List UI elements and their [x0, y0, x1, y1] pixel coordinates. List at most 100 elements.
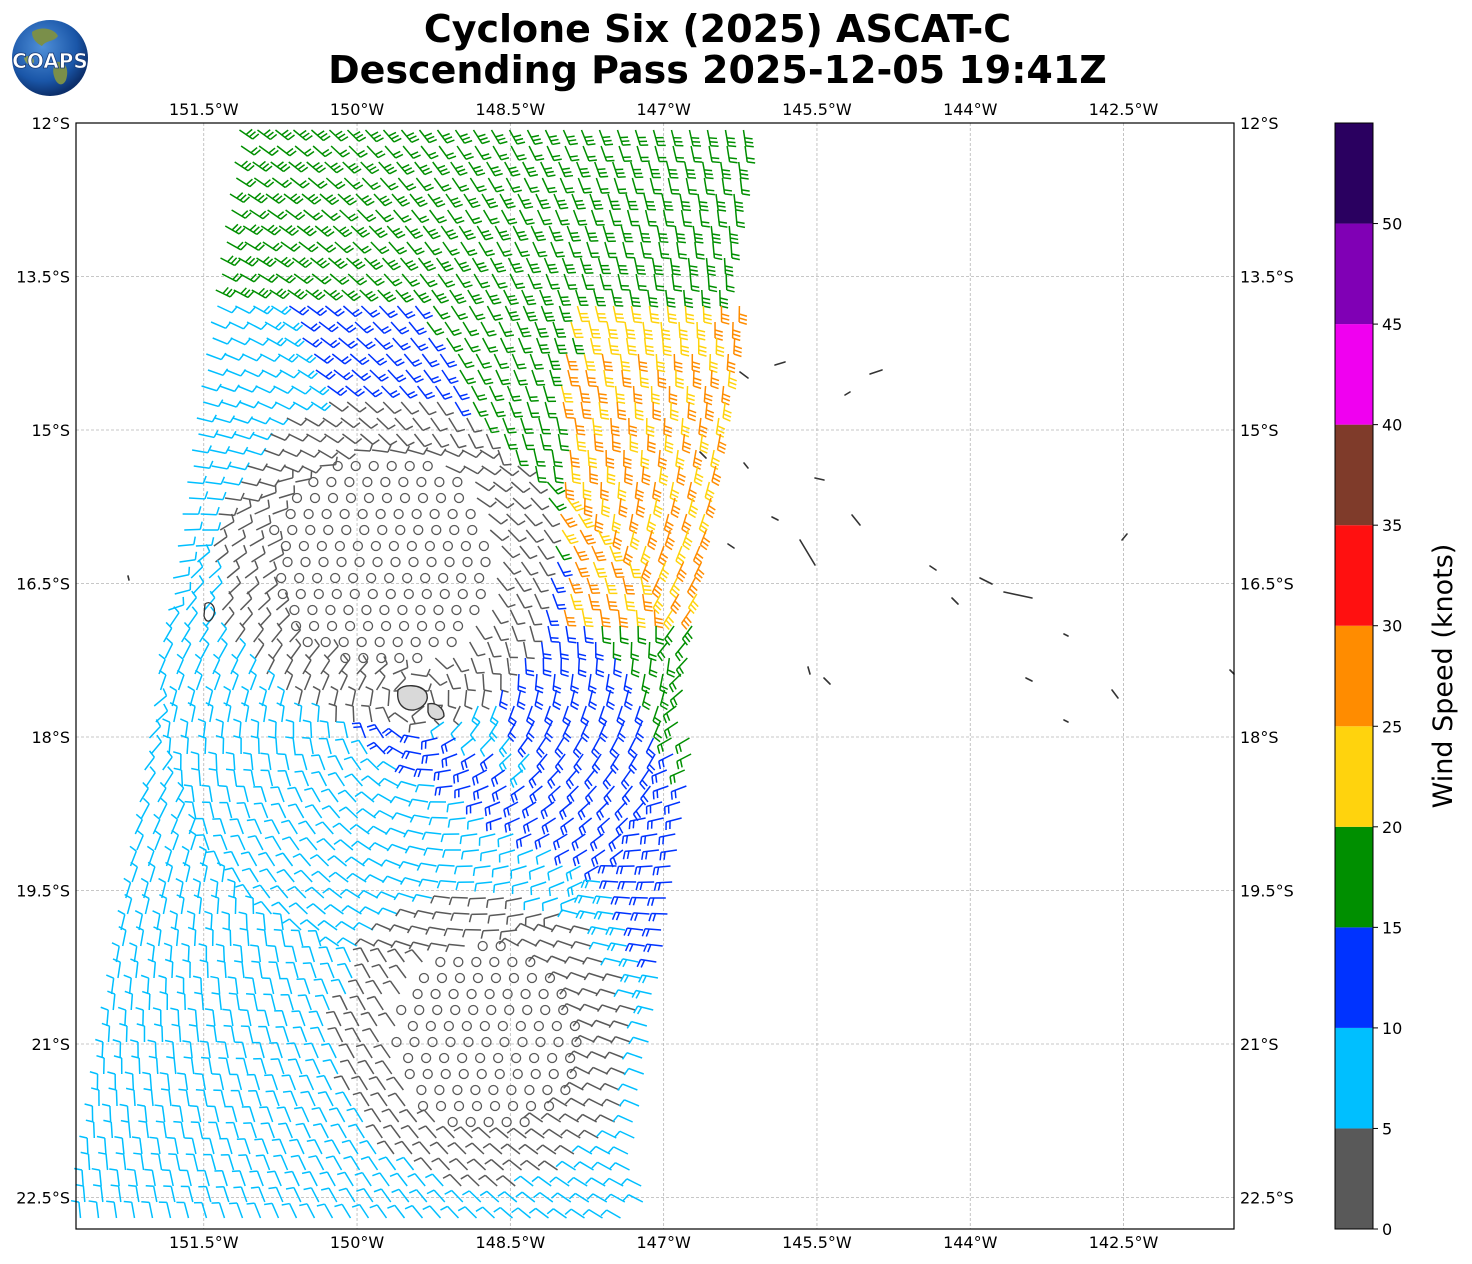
wind-barb	[182, 959, 191, 979]
wind-barb	[522, 161, 539, 177]
wind-barb	[163, 621, 173, 643]
wind-barb	[438, 145, 457, 160]
wind-barb	[271, 1138, 287, 1155]
wind-barb	[270, 433, 291, 441]
wind-barb	[587, 673, 597, 694]
calm-wind-marker	[468, 1004, 479, 1016]
wind-barb	[210, 894, 220, 915]
wind-barb	[655, 625, 664, 645]
wind-barb	[274, 256, 295, 268]
calm-wind-marker	[453, 492, 465, 504]
wind-barb	[360, 161, 380, 175]
wind-barb	[101, 1022, 111, 1043]
wind-barb	[368, 225, 388, 239]
wind-barb	[551, 449, 563, 468]
wind-barb	[491, 273, 508, 289]
wind-barb	[235, 177, 257, 188]
wind-barb	[314, 994, 330, 1011]
wind-barb	[288, 433, 309, 442]
atoll-outline	[743, 462, 749, 469]
lon-label-top: 150°W	[330, 100, 385, 119]
wind-barb	[118, 926, 127, 947]
atoll-outline	[869, 369, 883, 375]
wind-barb	[611, 513, 622, 534]
wind-barb	[238, 1154, 253, 1171]
wind-barb	[158, 669, 167, 691]
wind-barb	[418, 878, 439, 887]
wind-barb	[528, 1207, 549, 1219]
wind-barb	[554, 737, 565, 759]
calm-wind-marker	[361, 604, 372, 616]
wind-barb	[185, 590, 198, 611]
wind-barb	[321, 1042, 337, 1059]
wind-barb	[514, 922, 536, 931]
wind-barb	[578, 1129, 599, 1139]
wind-barb	[176, 669, 185, 691]
chart-title-line2: Descending Pass 2025-12-05 19:41Z	[328, 48, 1107, 92]
wind-barb	[589, 337, 603, 355]
wind-barb	[310, 401, 332, 412]
wind-barb	[372, 939, 393, 947]
wind-barb	[658, 465, 669, 486]
wind-barb	[192, 575, 205, 595]
wind-barb	[582, 1208, 603, 1219]
wind-barb	[319, 456, 338, 467]
wind-barb	[431, 289, 449, 304]
wind-barb	[382, 129, 402, 143]
wind-barb	[293, 702, 303, 723]
calm-wind-marker	[507, 956, 518, 968]
wind-barb	[281, 1202, 298, 1219]
wind-barb	[528, 769, 542, 789]
wind-barb	[552, 940, 573, 948]
wind-barb	[278, 485, 296, 499]
wind-barb	[206, 850, 222, 867]
wind-barb	[412, 417, 431, 432]
wind-barb	[335, 449, 356, 460]
calm-wind-marker	[381, 492, 393, 504]
wind-barb	[301, 465, 322, 474]
lat-label-left: 18°S	[31, 728, 70, 747]
wind-barb	[623, 1067, 645, 1076]
wind-barb	[522, 1112, 544, 1123]
wind-barb	[432, 161, 450, 176]
wind-barb	[606, 321, 619, 339]
calm-wind-marker	[470, 1084, 481, 1096]
wind-barb	[603, 369, 615, 388]
wind-barb	[366, 723, 385, 739]
wind-barb	[389, 1172, 408, 1187]
wind-barb	[254, 638, 265, 659]
wind-barb	[259, 353, 281, 363]
calm-wind-marker	[543, 1100, 555, 1112]
wind-barb	[533, 1191, 554, 1203]
calm-wind-marker	[326, 620, 338, 632]
wind-barb	[586, 577, 601, 594]
wind-barb	[215, 544, 229, 563]
wind-barb	[173, 566, 191, 579]
wind-barb	[648, 657, 658, 678]
wind-barb	[233, 1186, 248, 1203]
wind-barb	[685, 177, 698, 196]
wind-barb	[187, 926, 197, 947]
wind-barb	[247, 835, 264, 851]
calm-wind-marker	[488, 1084, 499, 1096]
wind-barb	[666, 657, 676, 678]
wind-barb	[296, 225, 317, 237]
wind-barb	[601, 625, 612, 645]
wind-barb	[269, 546, 285, 563]
wind-barb	[225, 369, 247, 377]
wind-barb	[657, 449, 667, 470]
wind-barb	[339, 209, 359, 222]
wind-barb	[524, 657, 535, 677]
wind-barb	[620, 769, 632, 790]
wind-barb	[378, 777, 399, 787]
wind-barb	[110, 1184, 122, 1203]
wind-barb	[410, 668, 431, 678]
wind-barb	[171, 829, 180, 851]
wind-barb	[287, 786, 303, 803]
wind-barb	[550, 241, 565, 258]
wind-barb	[570, 940, 591, 949]
wind-barb	[582, 956, 603, 965]
wind-barb	[211, 992, 222, 1011]
wind-barb	[145, 766, 156, 787]
wind-barb	[646, 433, 656, 454]
